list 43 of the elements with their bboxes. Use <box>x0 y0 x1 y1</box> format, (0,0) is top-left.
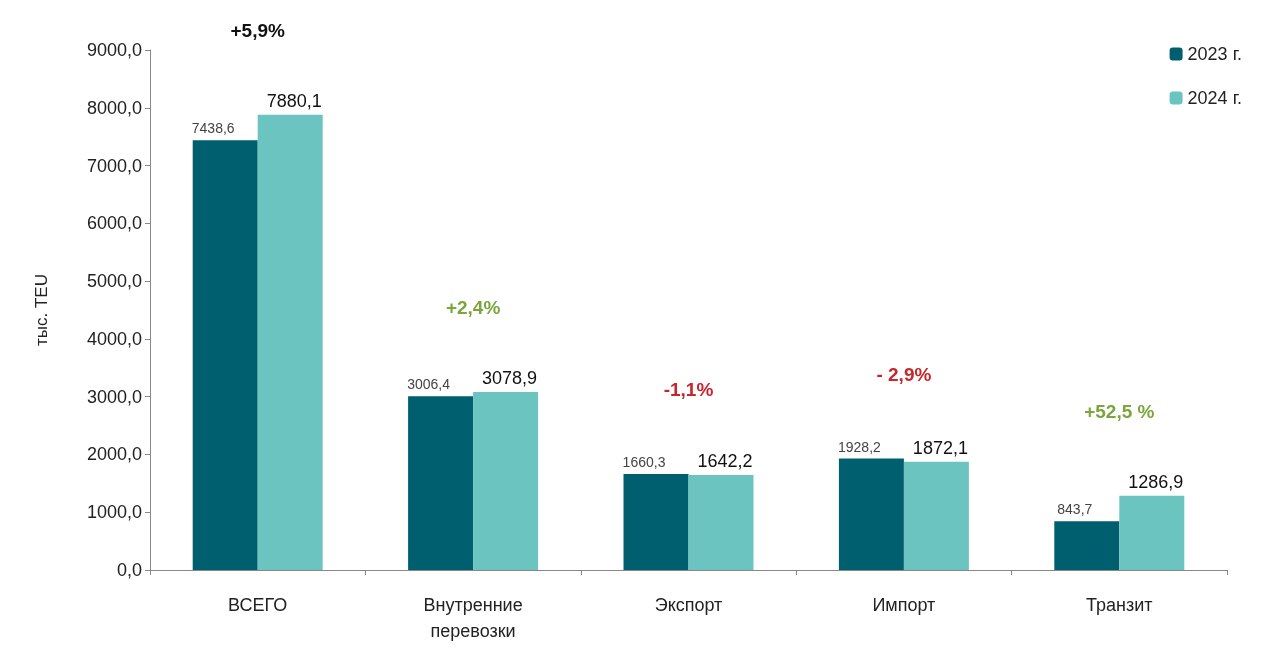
x-tick-label: Импорт <box>872 595 936 615</box>
bar <box>1119 495 1185 570</box>
y-tick-label: 0,0 <box>116 560 142 580</box>
text: +5,9% <box>230 19 286 41</box>
bar <box>192 140 258 570</box>
annotation: +2,4% <box>445 297 501 319</box>
x-tick-label: Экспорт <box>654 595 723 615</box>
y-tick-label: 3000,0 <box>86 386 142 407</box>
x-tick-label: ВСЕГО <box>228 595 288 615</box>
bar <box>838 458 904 570</box>
y-tick-label: 9000,0 <box>86 40 142 60</box>
data-label: 1928,2 <box>837 438 882 455</box>
bar <box>1054 521 1120 570</box>
bar <box>408 396 474 570</box>
bar <box>623 474 689 570</box>
data-label: 7880,1 <box>266 90 322 111</box>
y-tick-label: 1000,0 <box>86 502 142 523</box>
annotation: -1,1% <box>663 379 714 401</box>
bar <box>257 114 323 570</box>
data-label: 7438,6 <box>191 120 235 137</box>
data-label: 1872,1 <box>912 437 968 458</box>
legend-label: 2023 г. <box>1187 44 1243 64</box>
data-label: 843,7 <box>1057 501 1093 518</box>
y-tick-label: 8000,0 <box>86 97 142 118</box>
x-tick-label: Транзит <box>1086 595 1153 615</box>
annotation: +52,5 % <box>1084 400 1155 422</box>
data-label: 1660,3 <box>622 454 666 471</box>
legend-label: 2024 г. <box>1187 88 1243 108</box>
data-label: 3006,4 <box>407 376 451 393</box>
data-label: 3078,9 <box>482 368 538 389</box>
data-label: 1642,2 <box>697 451 753 472</box>
bar <box>903 461 969 570</box>
y-tick-label: 7000,0 <box>86 155 142 176</box>
data-label: 1286,9 <box>1128 471 1184 492</box>
bar <box>688 475 754 570</box>
y-tick-label: 5000,0 <box>86 271 142 292</box>
y-tick-label: 2000,0 <box>86 444 142 465</box>
y-tick-label: 6000,0 <box>86 213 142 234</box>
x-tick-label: Внутренние перевозки <box>423 595 523 641</box>
bar <box>473 392 539 570</box>
annotation: - 2,9% <box>876 363 932 385</box>
y-tick-label: 4000,0 <box>86 328 142 349</box>
y-axis-title: тыс. TEU <box>32 274 51 346</box>
